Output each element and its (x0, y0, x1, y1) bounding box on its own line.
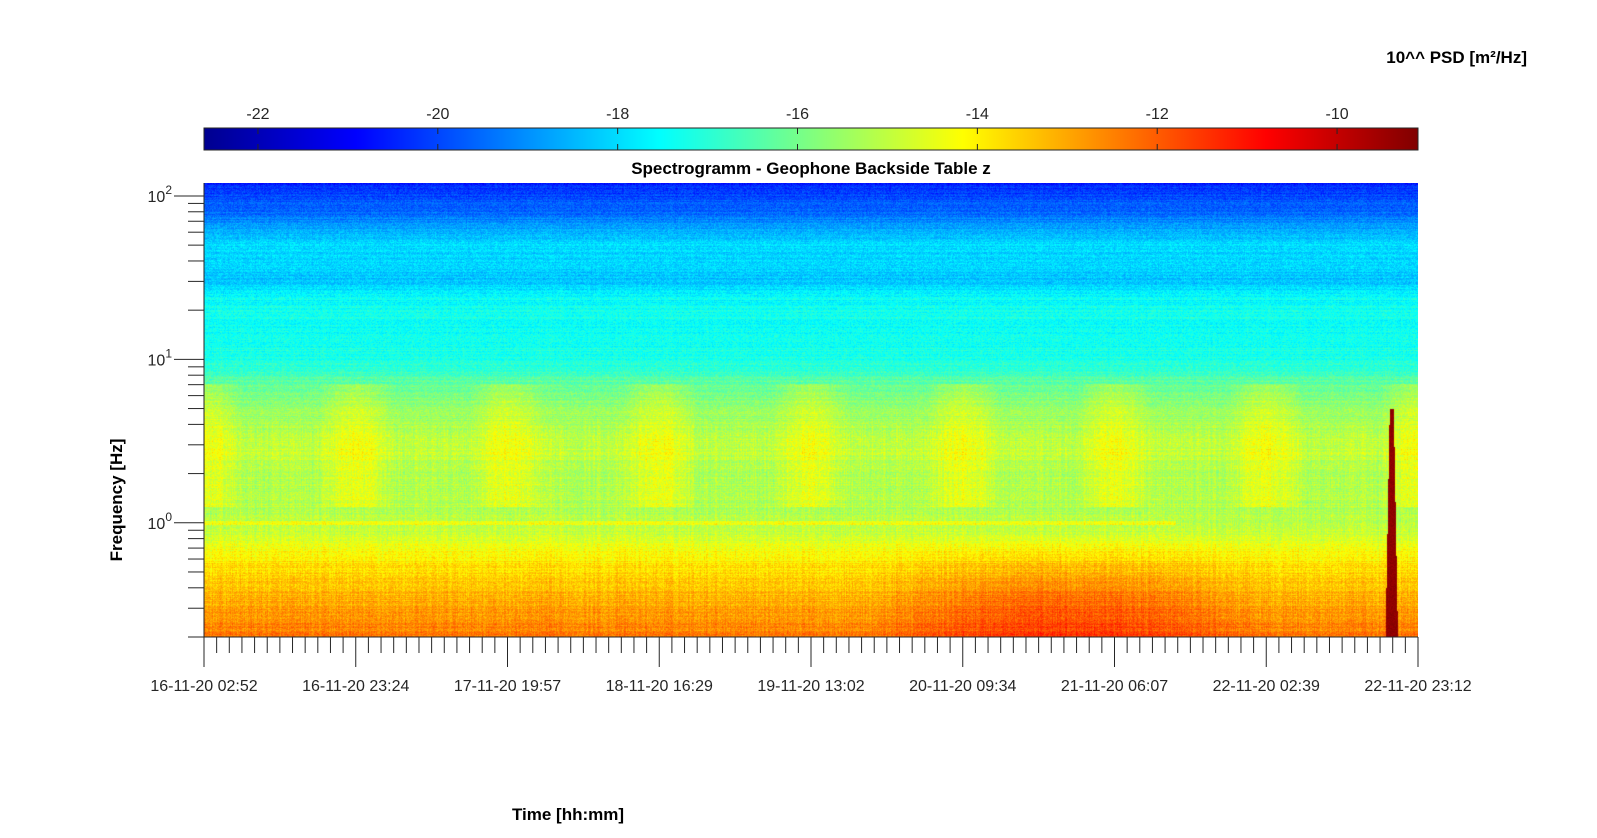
x-axis-label: Time [hh:mm] (512, 805, 624, 824)
x-tick-label: 16-11-20 02:52 (150, 678, 257, 695)
x-tick-label: 16-11-20 23:24 (302, 678, 409, 695)
colorbar-tick-label: -18 (606, 106, 629, 123)
colorbar-tick-label: -22 (246, 106, 269, 123)
x-axis-tick-labels: 16-11-20 02:52 16-11-20 23:24 17-11-20 19:… (150, 678, 1471, 695)
x-tick-label: 20-11-20 09:34 (909, 678, 1016, 695)
colorbar-tick-label: -16 (786, 106, 809, 123)
y-tick-label: 101 (148, 346, 173, 369)
y-tick-label: 102 (148, 183, 173, 206)
chart-title: Spectrogramm - Geophone Backside Table z (631, 159, 991, 178)
colorbar-tick-label: -20 (426, 106, 449, 123)
x-tick-label: 18-11-20 16:29 (606, 678, 713, 695)
x-tick-label: 19-11-20 13:02 (757, 678, 864, 695)
colorbar-label: 10^^ PSD [m²/Hz] (1386, 48, 1527, 67)
x-tick-label: 21-11-20 06:07 (1061, 678, 1168, 695)
colorbar-tick-label: -12 (1146, 106, 1169, 123)
spectrogram-plot-area (204, 183, 1418, 637)
y-axis-ticks: 100 101 102 (148, 183, 204, 638)
colorbar-tick-labels: -22 -20 -18 -16 -14 -12 -10 (246, 106, 1348, 123)
y-tick-label: 100 (148, 510, 173, 533)
colorbar (203, 127, 1419, 151)
x-axis-ticks (203, 637, 1419, 667)
y-axis-label: Frequency [Hz] (107, 439, 126, 562)
x-tick-label: 22-11-20 23:12 (1364, 678, 1471, 695)
x-tick-label: 17-11-20 19:57 (454, 678, 561, 695)
x-tick-label: 22-11-20 02:39 (1213, 678, 1320, 695)
colorbar-tick-label: -10 (1326, 106, 1349, 123)
colorbar-ticks (257, 128, 1338, 150)
colorbar-tick-label: -14 (966, 106, 989, 123)
